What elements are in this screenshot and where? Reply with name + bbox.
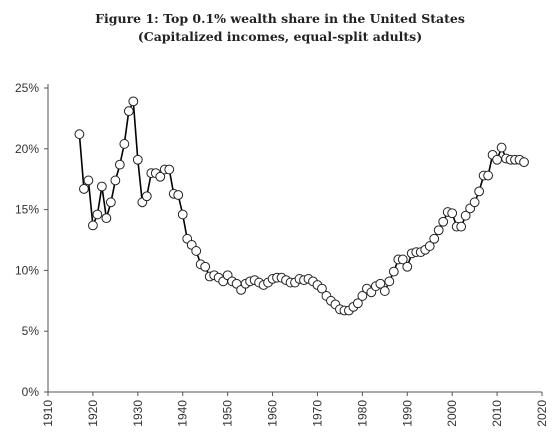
chart-subtitle: (Capitalized incomes, equal-split adults… <box>137 29 423 44</box>
x-tick-label: 1910 <box>41 400 55 427</box>
y-tick-label: 0% <box>22 385 40 399</box>
data-point <box>96 181 107 192</box>
data-point <box>438 216 449 227</box>
y-tick-label: 20% <box>15 142 39 156</box>
data-point <box>492 154 502 165</box>
x-tick-label: 1950 <box>221 400 235 427</box>
x-axis: 1910 1920 1930 1940 1950 1960 1970 1980 1990 2000… <box>41 391 549 427</box>
data-point <box>384 276 395 287</box>
data-point <box>357 291 368 301</box>
data-point <box>397 254 408 265</box>
data-point <box>173 190 184 200</box>
x-tick-label: 2020 <box>535 400 549 427</box>
data-point <box>375 278 386 289</box>
data-point <box>110 175 121 186</box>
x-tick-label: 1970 <box>310 400 324 427</box>
data-point <box>114 159 125 170</box>
data-point <box>424 241 435 251</box>
data-point <box>101 213 112 224</box>
data-point <box>132 154 143 165</box>
data-point <box>141 191 152 202</box>
data-point <box>388 266 399 277</box>
data-point <box>496 142 507 153</box>
data-point <box>200 261 211 272</box>
data-point <box>433 225 444 236</box>
x-tick-label: 2010 <box>490 400 504 427</box>
x-tick-label: 1930 <box>131 400 145 427</box>
data-point <box>128 96 139 107</box>
x-tick-label: 1960 <box>266 400 280 427</box>
data-point <box>79 184 89 194</box>
y-axis: 0% 5% 10% 15% 20% 25% <box>15 81 49 399</box>
chart-title: Figure 1: Top 0.1% wealth share in the U… <box>95 11 465 26</box>
data-point <box>317 283 327 294</box>
data-point <box>519 157 529 168</box>
y-tick-label: 25% <box>15 81 39 95</box>
data-point <box>83 175 94 186</box>
data-point <box>123 106 134 117</box>
data-point <box>74 129 85 140</box>
data-point <box>155 171 166 182</box>
data-point <box>88 220 98 231</box>
data-point <box>460 210 471 221</box>
data-point <box>483 170 494 181</box>
x-tick-label: 1920 <box>86 400 100 427</box>
y-tick-label: 10% <box>15 263 39 277</box>
x-tick-label: 1980 <box>355 400 369 427</box>
data-point <box>469 197 480 208</box>
x-tick-label: 1940 <box>176 400 190 427</box>
data-point <box>119 139 130 149</box>
x-tick-label: 1990 <box>400 400 414 427</box>
data-point <box>447 208 458 219</box>
data-point <box>456 221 467 232</box>
data-point <box>191 246 202 256</box>
x-tick-label: 2000 <box>445 400 459 427</box>
data-point <box>429 233 440 244</box>
data-point <box>474 186 485 197</box>
data-point <box>379 286 390 296</box>
plot-area <box>74 96 529 316</box>
y-tick-label: 15% <box>15 203 39 217</box>
data-point <box>177 209 188 220</box>
data-point <box>105 197 116 208</box>
chart-title-block: Figure 1: Top 0.1% wealth share in the U… <box>0 10 560 46</box>
data-point <box>92 209 103 220</box>
data-point <box>352 298 363 309</box>
y-tick-label: 5% <box>22 324 40 338</box>
data-point <box>402 261 413 272</box>
data-point <box>164 164 175 175</box>
